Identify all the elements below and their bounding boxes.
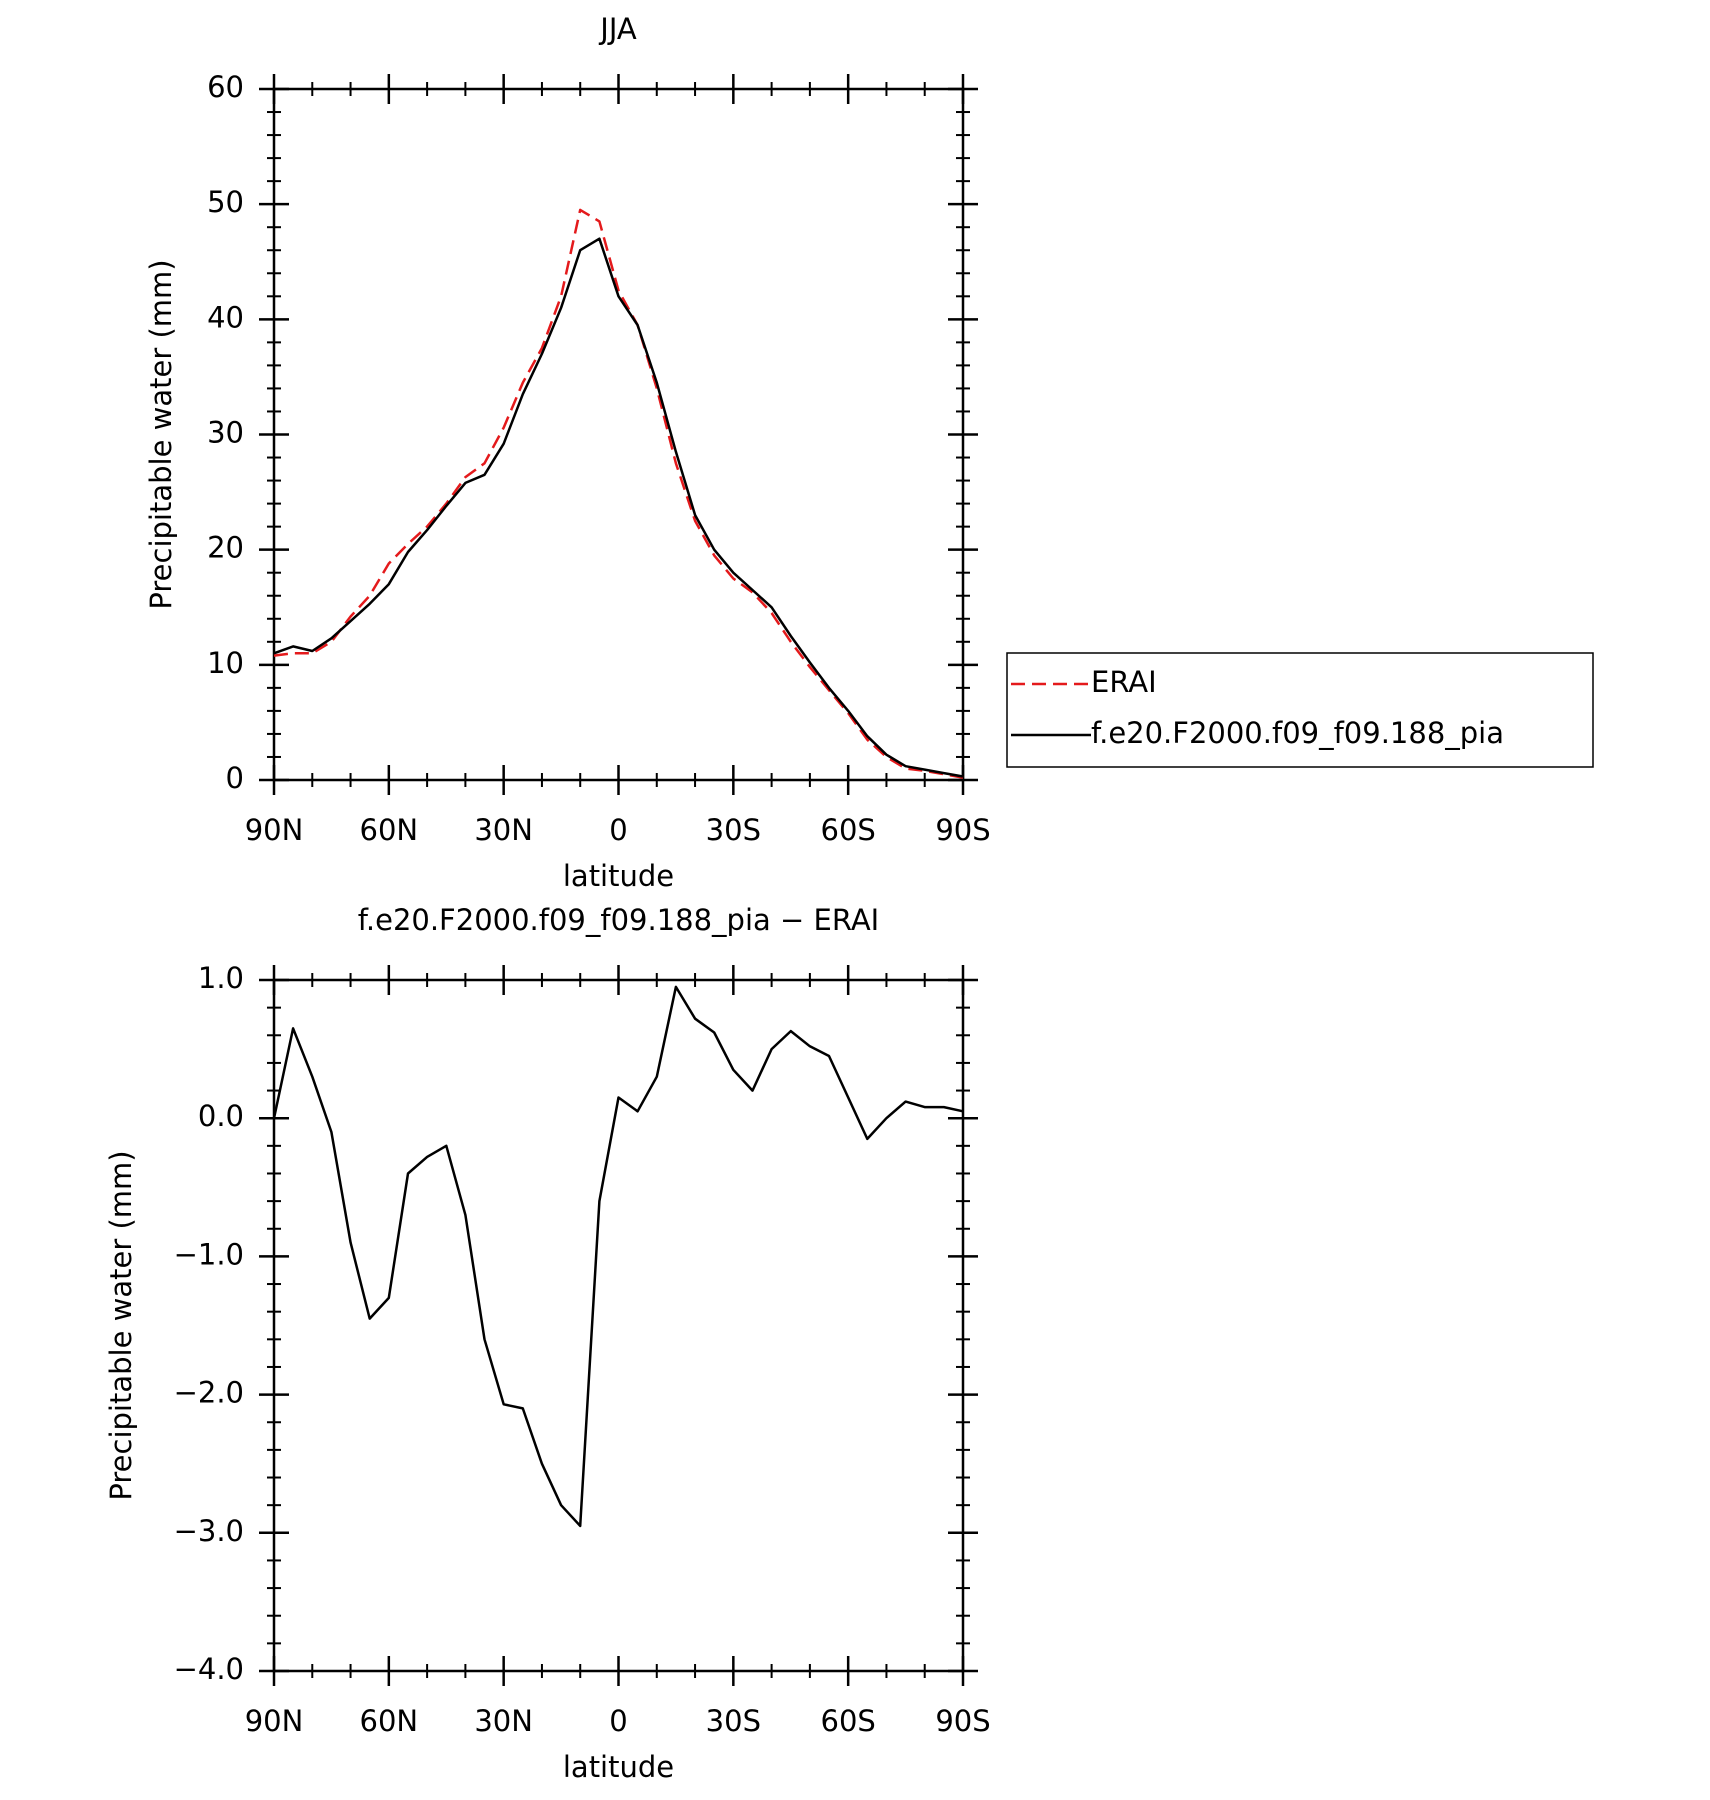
y-tick-label: 30 (207, 416, 244, 450)
y-tick-label: −1.0 (174, 1237, 244, 1271)
y-tick-label: −3.0 (174, 1514, 244, 1548)
data-line (273, 237, 964, 778)
x-tick-label: 90N (245, 813, 304, 847)
chart-title: f.e20.F2000.f09_f09.188_pia − ERAI (358, 903, 879, 937)
y-tick-label: −4.0 (174, 1652, 244, 1686)
y-tick-label: 20 (207, 531, 244, 565)
x-axis-label: latitude (563, 1750, 674, 1784)
x-tick-label: 0 (609, 1704, 627, 1738)
x-tick-label: 60N (360, 813, 419, 847)
x-tick-label: 60S (821, 813, 876, 847)
legend-label: ERAI (1091, 665, 1157, 699)
x-tick-label: 90S (935, 813, 990, 847)
x-tick-label: 60S (821, 1704, 876, 1738)
y-axis-label: Precipitable water (mm) (144, 259, 178, 609)
plot-frame (272, 978, 965, 1673)
x-tick-label: 90N (245, 1704, 304, 1738)
legend-box (1006, 652, 1594, 768)
y-axis-label: Precipitable water (mm) (104, 1150, 138, 1500)
data-line (272, 985, 964, 1528)
y-tick-label: 1.0 (198, 961, 244, 995)
x-tick-label: 90S (935, 1704, 990, 1738)
x-tick-label: 30S (706, 813, 761, 847)
y-tick-label: 0 (226, 761, 244, 795)
y-tick-label: 50 (207, 185, 244, 219)
data-line (273, 208, 964, 779)
y-tick-label: 40 (207, 300, 244, 334)
y-tick-label: −2.0 (174, 1376, 244, 1410)
plot-frame (272, 87, 965, 782)
x-tick-label: 30S (706, 1704, 761, 1738)
y-tick-label: 0.0 (198, 1099, 244, 1133)
chart-title: JJA (598, 12, 637, 46)
legend-label: f.e20.F2000.f09_f09.188_pia (1091, 716, 1504, 750)
x-tick-label: 30N (474, 1704, 533, 1738)
y-tick-label: 10 (207, 646, 244, 680)
y-tick-label: 60 (207, 70, 244, 104)
x-tick-label: 0 (609, 813, 627, 847)
x-tick-label: 30N (474, 813, 533, 847)
x-tick-label: 60N (360, 1704, 419, 1738)
x-axis-label: latitude (563, 859, 674, 893)
